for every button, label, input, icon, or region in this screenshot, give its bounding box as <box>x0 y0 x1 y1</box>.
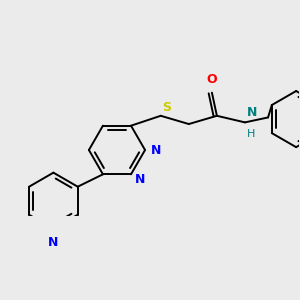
Text: H: H <box>247 129 255 139</box>
Text: N: N <box>151 143 161 157</box>
Text: N: N <box>48 236 59 249</box>
Text: N: N <box>247 106 257 119</box>
Text: S: S <box>162 101 171 114</box>
Text: N: N <box>135 173 145 186</box>
Text: O: O <box>207 73 217 86</box>
